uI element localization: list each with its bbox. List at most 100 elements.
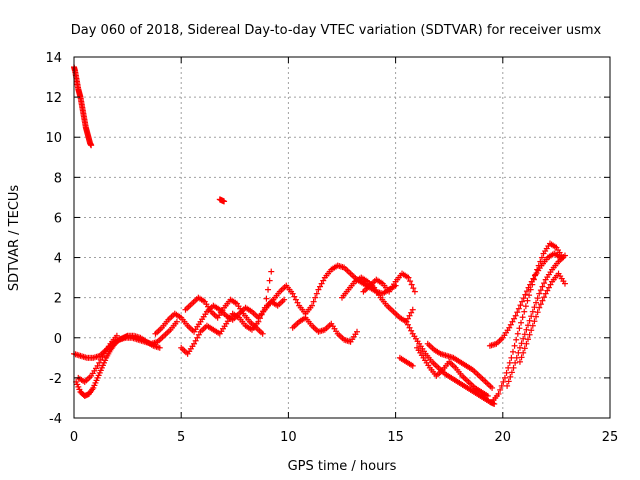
data-point [405, 274, 412, 281]
data-point [315, 286, 322, 293]
data-point [529, 322, 536, 329]
data-point [407, 278, 414, 285]
data-point [528, 278, 535, 285]
grid [74, 57, 610, 418]
data-point [526, 331, 533, 338]
y-tick-label: 4 [54, 252, 62, 267]
data-point [508, 369, 515, 376]
data-point [524, 297, 531, 304]
data-point [531, 318, 538, 325]
data-point [503, 369, 510, 376]
data-point [260, 308, 267, 315]
data-point [495, 390, 502, 397]
data-point [527, 281, 534, 288]
data-point [542, 290, 549, 297]
data-point [194, 334, 201, 341]
data-point [354, 328, 361, 335]
data-point [94, 362, 101, 369]
data-point [512, 312, 519, 319]
data-point [517, 302, 524, 309]
x-tick-label: 20 [495, 430, 512, 445]
x-tick-label: 5 [177, 430, 185, 445]
x-tick-label: 0 [70, 430, 78, 445]
data-point [547, 281, 554, 288]
y-tick-label: 2 [54, 292, 62, 307]
data-point [88, 142, 95, 149]
data-point [281, 296, 288, 303]
data-point [406, 324, 413, 331]
data-point [96, 359, 103, 366]
data-point [524, 336, 531, 343]
data-point [538, 254, 545, 261]
data-point [292, 296, 299, 303]
data-point [191, 340, 198, 347]
data-point [411, 288, 418, 295]
data-point [404, 315, 411, 322]
data-point [312, 294, 319, 301]
data-point [99, 353, 106, 360]
data-point [97, 356, 104, 363]
data-point [509, 318, 516, 325]
data-point [522, 303, 529, 310]
data-point [500, 378, 507, 385]
data-point [514, 330, 521, 337]
data-point [255, 318, 262, 325]
data-point [533, 313, 540, 320]
data-point [544, 287, 551, 294]
data-point [521, 345, 528, 352]
data-point [530, 275, 537, 282]
y-axis-label: SDTVAR / TECUs [7, 185, 22, 292]
data-point [533, 299, 540, 306]
data-point [265, 286, 272, 293]
plot-frame [73, 56, 611, 419]
data-point [507, 321, 514, 328]
data-point [403, 318, 410, 325]
data-point [545, 284, 552, 291]
chart-title: Day 060 of 2018, Sidereal Day-to-day VTE… [71, 23, 602, 38]
data-point [409, 306, 416, 313]
data-point [410, 285, 417, 292]
data-point [409, 362, 416, 369]
data-point [404, 321, 411, 328]
y-tick-label: -4 [49, 412, 62, 427]
data-point [528, 327, 535, 334]
data-point [515, 305, 522, 312]
data-point [520, 349, 527, 356]
y-tick-label: 10 [45, 131, 62, 146]
data-point [113, 332, 120, 339]
data-point [317, 283, 324, 290]
data-point [513, 336, 520, 343]
data-point [259, 330, 266, 337]
data-point [520, 295, 527, 302]
x-tick-label: 15 [387, 430, 404, 445]
x-tick-label: 10 [280, 430, 297, 445]
data-point [511, 342, 518, 349]
data-point [521, 308, 528, 315]
x-tick-label: 25 [602, 430, 619, 445]
data-point [510, 364, 517, 371]
data-point [408, 309, 415, 316]
data-point [536, 304, 543, 311]
data-point [408, 281, 415, 288]
data-point [541, 280, 548, 287]
data-point [256, 315, 263, 322]
y-tick-label: 0 [54, 332, 62, 347]
data-point [539, 297, 546, 304]
data-point [308, 302, 315, 309]
data-point [195, 331, 202, 338]
data-point [534, 309, 541, 316]
data-point [320, 277, 327, 284]
x-axis-label: GPS time / hours [288, 459, 397, 474]
data-point [518, 319, 525, 326]
data-point [522, 291, 529, 298]
data-point [534, 295, 541, 302]
data-point [294, 299, 301, 306]
data-point [192, 337, 199, 344]
data-point [514, 309, 521, 316]
data-point [484, 392, 491, 399]
data-point [525, 284, 532, 291]
data-point [509, 348, 516, 355]
data-point [258, 311, 265, 318]
data-point [310, 298, 317, 305]
data-point [523, 340, 530, 347]
